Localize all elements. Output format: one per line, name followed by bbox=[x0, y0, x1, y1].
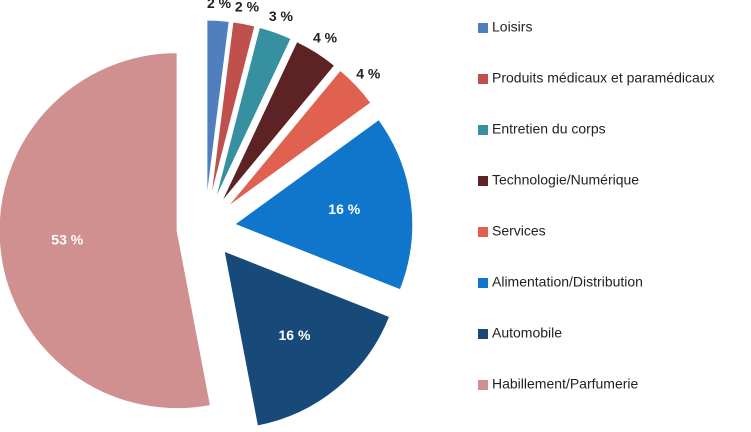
legend-swatch bbox=[478, 125, 488, 135]
legend-swatch bbox=[478, 23, 488, 33]
legend-label: Automobile bbox=[492, 325, 562, 341]
legend-label: Habillement/Parfumerie bbox=[492, 376, 638, 392]
legend-label: Loisirs bbox=[492, 19, 532, 35]
pie-slice bbox=[0, 52, 212, 410]
legend-swatch bbox=[478, 380, 488, 390]
pie-slice bbox=[206, 19, 230, 199]
pie-slice bbox=[220, 40, 336, 203]
legend-label: Technologie/Numérique bbox=[492, 172, 639, 188]
data-label: 3 % bbox=[269, 8, 294, 24]
data-label: 2 % bbox=[235, 0, 260, 15]
legend-swatch bbox=[478, 227, 488, 237]
legend-swatch bbox=[478, 329, 488, 339]
pie-slice bbox=[223, 250, 391, 427]
legend-label: Produits médicaux et paramédicaux bbox=[492, 70, 715, 86]
data-label: 53 % bbox=[51, 232, 83, 248]
data-label: 2 % bbox=[207, 0, 232, 11]
legend-label: Alimentation/Distribution bbox=[492, 274, 643, 290]
pie-slice bbox=[226, 69, 372, 208]
legend-label: Services bbox=[492, 223, 546, 239]
pie-slice bbox=[210, 21, 256, 199]
data-label: 16 % bbox=[279, 327, 311, 343]
legend-swatch bbox=[478, 176, 488, 186]
legend-swatch bbox=[478, 278, 488, 288]
pie-slice bbox=[233, 118, 414, 291]
legend-swatch bbox=[478, 74, 488, 84]
data-label: 4 % bbox=[356, 65, 381, 81]
data-label: 16 % bbox=[328, 201, 360, 217]
data-label: 4 % bbox=[313, 30, 338, 46]
legend-label: Entretien du corps bbox=[492, 121, 606, 137]
pie-slice bbox=[214, 26, 292, 200]
